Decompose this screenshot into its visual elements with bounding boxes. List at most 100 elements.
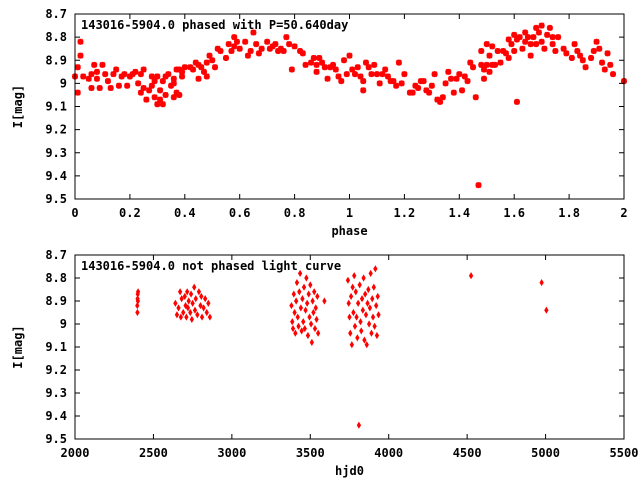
unphased-data-point	[365, 299, 370, 307]
phased-data-point	[574, 47, 581, 55]
phased-data-point	[491, 61, 498, 68]
unphased-data-point	[355, 334, 360, 342]
phased-data-point	[472, 94, 479, 101]
phased-data-point	[439, 94, 446, 101]
phased-data-point	[351, 71, 358, 78]
unphased-data-point	[199, 313, 205, 321]
unphased-data-point	[300, 295, 305, 303]
phased-data-point	[541, 45, 548, 52]
phased-data-point	[302, 61, 309, 68]
phased-data-point	[179, 73, 186, 80]
unphased-data-point	[303, 306, 308, 314]
phased-data-point	[607, 61, 614, 68]
unphased-data-point	[304, 274, 309, 282]
phased-data-point	[258, 45, 265, 52]
phased-data-point	[91, 61, 98, 68]
unphased-data-point	[298, 304, 304, 312]
phased-data-point	[568, 54, 575, 61]
unphased-data-point	[289, 302, 294, 310]
phased-data-point	[360, 78, 367, 85]
phased-data-point	[151, 94, 158, 101]
phased-x-tick-label: 0	[71, 206, 78, 220]
unphased-data-point	[371, 283, 376, 291]
phased-data-point	[140, 66, 147, 73]
phased-data-point	[486, 68, 493, 75]
phased-x-tick-label: 2	[620, 206, 627, 220]
phased-data-point	[371, 61, 378, 68]
unphased-data-point	[346, 299, 351, 307]
unphased-y-tick-label: 9.4	[45, 409, 67, 423]
unphased-data-point	[294, 279, 300, 287]
unphased-data-point	[188, 308, 193, 317]
phased-data-point	[428, 82, 435, 89]
phased-points	[71, 22, 628, 189]
phased-data-point	[522, 38, 529, 45]
phased-data-point	[442, 80, 449, 87]
unphased-data-point	[361, 274, 366, 282]
phased-data-point	[362, 59, 369, 66]
unphased-data-point	[301, 283, 307, 291]
phased-data-point	[335, 73, 342, 80]
phased-data-point	[508, 41, 515, 48]
unphased-data-point	[304, 299, 310, 307]
unphased-data-point	[312, 288, 317, 296]
unphased-data-point	[366, 320, 372, 328]
phased-data-point	[121, 71, 128, 78]
unphased-data-point	[192, 283, 197, 291]
phased-data-point	[538, 38, 545, 45]
phased-data-point	[272, 41, 279, 48]
phased-data-point	[77, 52, 84, 59]
phased-data-point	[96, 84, 103, 92]
phased-data-point	[165, 71, 172, 78]
phased-data-point	[338, 78, 345, 85]
phased-data-point	[88, 71, 95, 78]
unphased-y-tick-label: 9.1	[45, 340, 67, 354]
phased-data-point	[601, 66, 608, 73]
unphased-data-point	[367, 304, 373, 312]
unphased-data-point	[207, 313, 213, 321]
unphased-data-point	[299, 327, 304, 335]
phased-data-point	[480, 75, 488, 82]
phased-data-point	[157, 87, 164, 94]
unphased-data-point	[290, 325, 296, 333]
phased-data-point	[497, 59, 504, 66]
unphased-data-point	[135, 297, 141, 305]
phased-data-point	[93, 75, 100, 82]
phased-data-point	[195, 75, 202, 82]
phased-data-point	[516, 34, 523, 41]
phased-data-point	[483, 41, 490, 48]
unphased-data-point	[364, 341, 369, 349]
unphased-x-tick-label: 3500	[296, 446, 325, 460]
phased-data-point	[593, 38, 600, 45]
phased-data-point	[524, 34, 531, 41]
unphased-data-point	[313, 304, 318, 312]
phased-data-point	[384, 73, 391, 80]
unphased-data-point	[360, 306, 365, 314]
phased-data-point	[505, 54, 512, 61]
phased-x-tick-label: 1.8	[558, 206, 580, 220]
phased-data-point	[283, 34, 290, 41]
phased-data-point	[214, 45, 221, 52]
phased-data-point	[470, 64, 477, 71]
phased-x-tick-label: 0.8	[284, 206, 306, 220]
phased-data-point	[77, 38, 84, 45]
phased-data-point	[206, 52, 213, 59]
phased-data-point	[99, 61, 106, 68]
phased-data-point	[467, 59, 474, 66]
phased-data-point	[107, 84, 114, 92]
unphased-data-point	[322, 297, 327, 305]
phased-data-point	[201, 68, 208, 75]
phased-data-point	[170, 94, 177, 101]
unphased-ticks: 2000 2500 3000 3500 4000 4500 5000 5500 8.7 8.8 8.…	[45, 248, 638, 460]
phased-data-point	[604, 50, 611, 57]
phased-data-point	[480, 66, 488, 73]
phased-data-point	[420, 78, 427, 85]
unphased-data-point	[181, 308, 186, 317]
unphased-data-point	[376, 311, 381, 319]
phased-data-point	[560, 45, 567, 52]
phased-data-point	[415, 84, 422, 92]
phased-data-point	[530, 34, 537, 41]
phased-data-point	[379, 71, 386, 78]
phased-data-point	[478, 47, 485, 55]
